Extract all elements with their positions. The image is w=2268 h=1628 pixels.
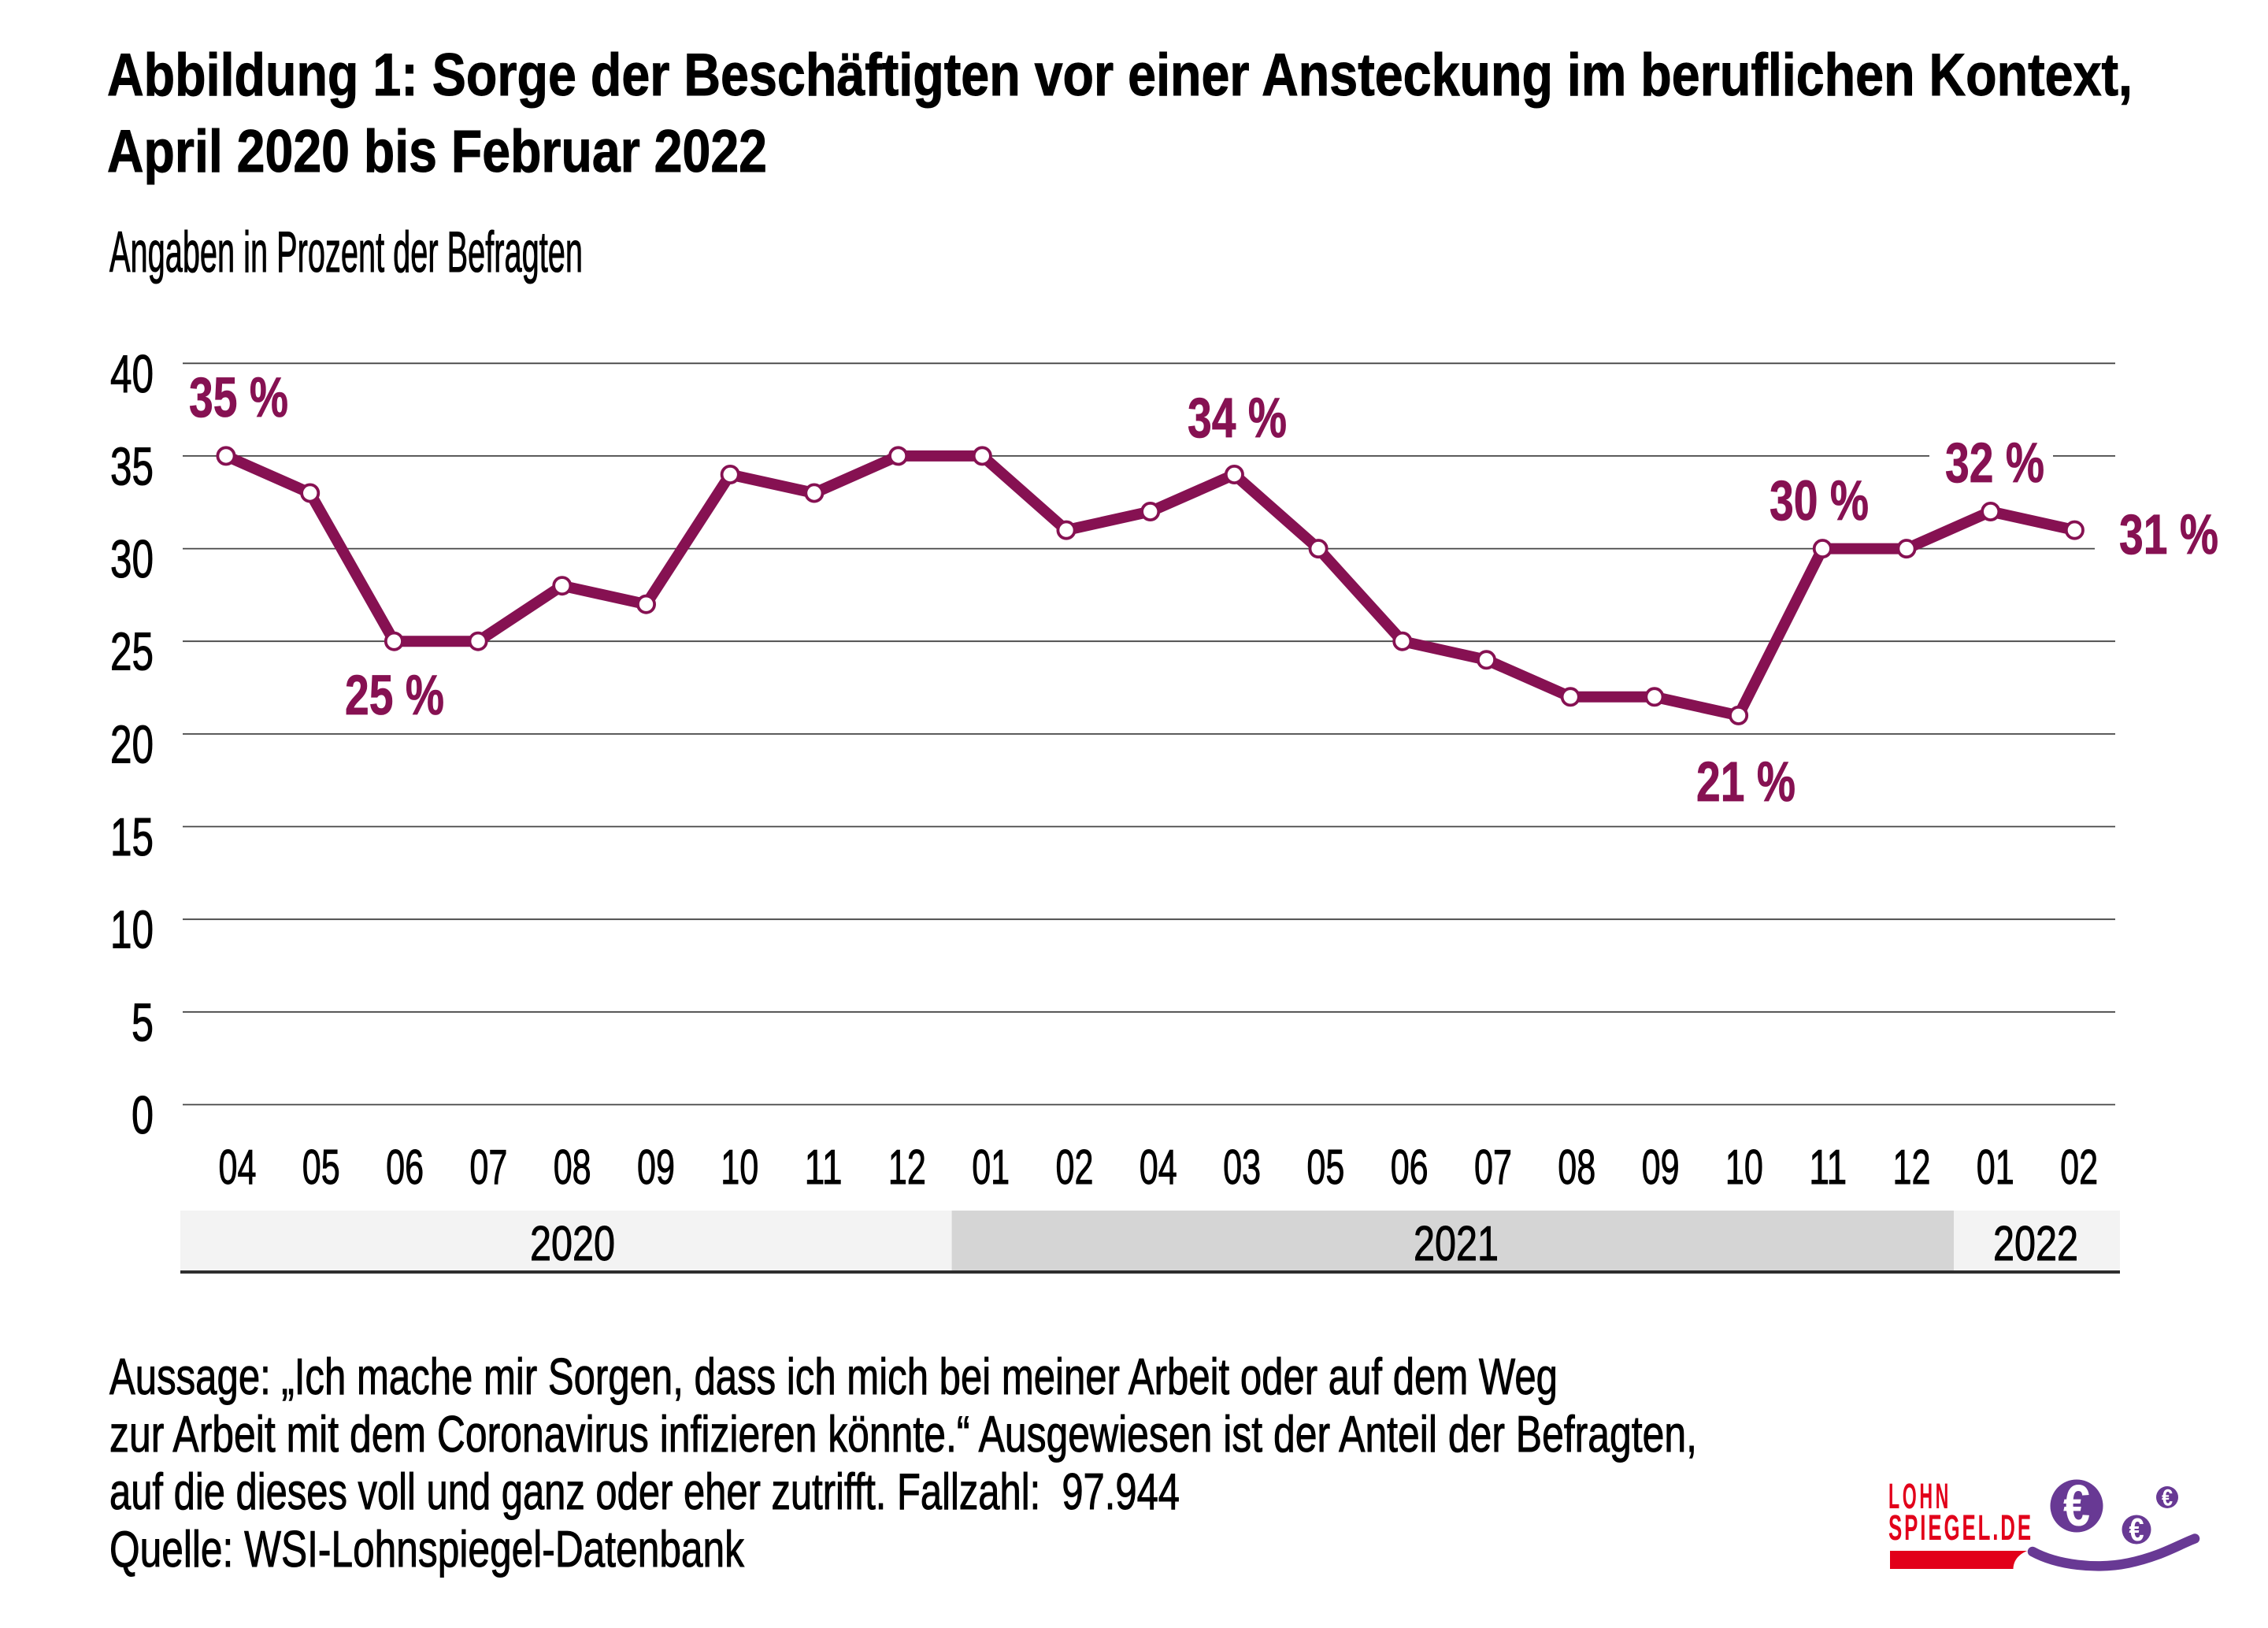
svg-text:12: 12 [888, 1140, 926, 1195]
svg-text:€: € [2129, 1511, 2144, 1548]
svg-text:April 2020 bis Februar 2022: April 2020 bis Februar 2022 [107, 118, 767, 185]
svg-text:31 %: 31 % [2119, 504, 2218, 566]
svg-text:02: 02 [2060, 1140, 2098, 1195]
svg-text:11: 11 [805, 1140, 843, 1195]
svg-text:15: 15 [110, 807, 154, 867]
svg-text:Quelle: WSI-Lohnspiegel-Datenb: Quelle: WSI-Lohnspiegel-Datenbank [109, 1520, 744, 1578]
svg-text:11: 11 [1809, 1140, 1847, 1195]
svg-text:€: € [2063, 1473, 2090, 1538]
svg-text:01: 01 [972, 1140, 1010, 1195]
svg-text:32 %: 32 % [1945, 432, 2044, 495]
svg-text:LOHN: LOHN [1888, 1476, 1951, 1516]
svg-text:10: 10 [110, 900, 154, 960]
svg-text:25: 25 [110, 622, 154, 682]
svg-text:09: 09 [637, 1140, 675, 1195]
svg-text:06: 06 [386, 1140, 424, 1195]
svg-text:30 %: 30 % [1770, 470, 1869, 532]
svg-text:Abbildung 1: Sorge der Beschäf: Abbildung 1: Sorge der Beschäftigten vor… [107, 42, 2133, 109]
svg-text:2021: 2021 [1414, 1216, 1499, 1271]
svg-text:20: 20 [110, 714, 154, 774]
svg-text:09: 09 [1642, 1140, 1680, 1195]
svg-text:zur Arbeit mit dem Coronavirus: zur Arbeit mit dem Coronavirus infiziere… [109, 1405, 1697, 1463]
svg-text:34 %: 34 % [1188, 388, 1287, 450]
svg-text:2020: 2020 [530, 1216, 615, 1271]
svg-text:01: 01 [1977, 1140, 2014, 1195]
svg-text:5: 5 [132, 992, 154, 1052]
svg-text:35 %: 35 % [189, 367, 288, 429]
svg-text:06: 06 [1391, 1140, 1429, 1195]
svg-text:04: 04 [219, 1140, 257, 1195]
svg-text:0: 0 [132, 1085, 154, 1145]
svg-text:Angaben in Prozent der Befragt: Angaben in Prozent der Befragten [109, 221, 583, 284]
svg-text:02: 02 [1056, 1140, 1094, 1195]
svg-text:05: 05 [302, 1140, 340, 1195]
svg-text:Aussage: „Ich mache mir Sorgen: Aussage: „Ich mache mir Sorgen, dass ich… [109, 1348, 1558, 1405]
svg-text:35: 35 [110, 436, 154, 496]
svg-text:07: 07 [1474, 1140, 1512, 1195]
svg-text:auf die dieses voll und ganz o: auf die dieses voll und ganz oder eher z… [109, 1463, 1180, 1520]
svg-text:SPIEGEL.DE: SPIEGEL.DE [1888, 1507, 2033, 1548]
svg-text:40: 40 [110, 344, 154, 404]
svg-text:30: 30 [110, 529, 154, 589]
svg-text:08: 08 [554, 1140, 591, 1195]
svg-text:10: 10 [1725, 1140, 1763, 1195]
svg-text:2022: 2022 [1993, 1216, 2078, 1271]
svg-text:25 %: 25 % [345, 665, 444, 727]
svg-text:03: 03 [1223, 1140, 1261, 1195]
svg-text:€: € [2162, 1485, 2173, 1511]
svg-text:05: 05 [1306, 1140, 1344, 1195]
svg-text:10: 10 [721, 1140, 758, 1195]
svg-text:07: 07 [469, 1140, 507, 1195]
svg-text:21 %: 21 % [1696, 751, 1796, 814]
svg-text:04: 04 [1140, 1140, 1177, 1195]
svg-text:08: 08 [1558, 1140, 1595, 1195]
svg-text:12: 12 [1893, 1140, 1931, 1195]
